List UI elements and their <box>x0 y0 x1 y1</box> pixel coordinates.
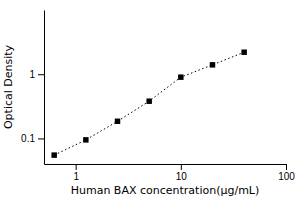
y-axis-title: Optical Density <box>2 44 15 129</box>
x-tick: 10 <box>176 164 188 182</box>
x-tick: 100 <box>278 164 295 182</box>
y-tick-mark <box>38 74 44 75</box>
x-tick-mark <box>181 164 182 170</box>
point <box>115 119 120 124</box>
point <box>83 137 88 142</box>
point <box>146 98 151 103</box>
y-axis-line <box>44 11 45 165</box>
y-tick: 0.1 <box>21 133 44 144</box>
point <box>210 62 215 67</box>
point <box>51 152 56 157</box>
x-axis-line <box>45 164 287 165</box>
y-tick-mark <box>38 138 44 139</box>
point <box>241 49 246 54</box>
y-tick-label: 0.1 <box>21 133 35 144</box>
plot-area: 1101000.11 <box>21 11 295 183</box>
y-axis: 0.11 <box>21 11 44 165</box>
y-tick: 1 <box>29 69 44 80</box>
x-tick-mark <box>286 164 287 170</box>
marks <box>51 49 246 157</box>
x-tick: 1 <box>73 164 79 182</box>
x-tick-mark <box>76 164 77 170</box>
x-axis: 1 10 100 <box>45 164 296 182</box>
x-tick-label: 10 <box>176 171 188 182</box>
x-tick-label: 1 <box>73 171 79 182</box>
x-tick-label: 100 <box>278 171 295 182</box>
x-axis-title: Human BAX concentration(μg/mL) <box>71 184 260 197</box>
chart: 1101000.11Human BAX concentration(μg/mL)… <box>0 0 300 200</box>
point <box>178 74 183 79</box>
y-tick-label: 1 <box>29 69 35 80</box>
line <box>54 52 244 155</box>
